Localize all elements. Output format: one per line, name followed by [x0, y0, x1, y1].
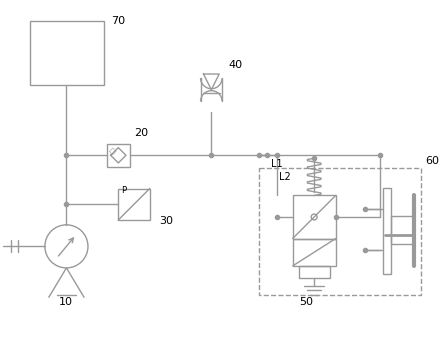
Bar [383, 187, 391, 274]
Text: 30: 30 [159, 216, 174, 226]
Text: 10: 10 [58, 297, 73, 307]
Text: L1: L1 [271, 159, 283, 169]
Bar [293, 196, 336, 239]
Text: 70: 70 [112, 16, 126, 26]
Bar [293, 239, 336, 266]
Bar [118, 188, 150, 220]
Text: ◇: ◇ [109, 145, 116, 156]
Text: 50: 50 [299, 297, 314, 307]
Text: L2: L2 [279, 172, 291, 182]
Text: 40: 40 [228, 60, 242, 70]
Bar [259, 168, 421, 295]
Bar [299, 266, 330, 278]
Bar [391, 216, 414, 244]
Text: 20: 20 [134, 128, 148, 138]
Bar [30, 21, 104, 85]
Text: 60: 60 [425, 156, 439, 166]
Text: P: P [121, 185, 126, 195]
Bar [107, 143, 130, 167]
